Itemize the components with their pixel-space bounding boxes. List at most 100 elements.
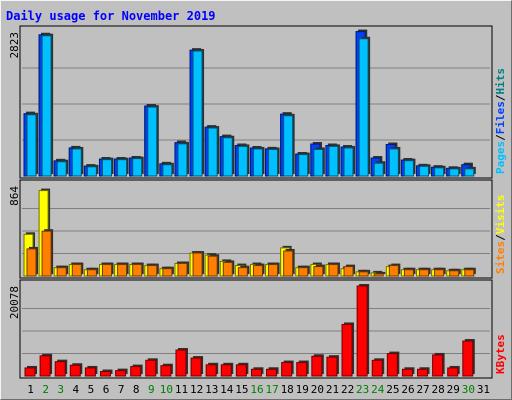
bar-pages: [222, 135, 235, 177]
bar-pages: [343, 145, 356, 177]
bar-kbytes: [447, 365, 460, 377]
bar-kbytes: [130, 364, 143, 377]
panels-layer: 2823Pages/Files/Hits864Sites/Visits20078…: [8, 25, 507, 379]
bar-sites: [373, 271, 386, 277]
panel-kbytes: 20078 KBytes: [8, 279, 507, 379]
bar-pages: [41, 33, 54, 177]
bar-kbytes: [145, 358, 158, 377]
bar-pages: [298, 152, 310, 177]
bar-sites: [26, 246, 38, 277]
bar-kbytes: [24, 365, 37, 377]
bar-sites: [343, 264, 356, 277]
bar-sites: [252, 263, 265, 277]
legend-entry: Pages: [494, 141, 507, 174]
bar-pages: [207, 126, 220, 177]
bar-kbytes: [250, 367, 264, 377]
bar-sites: [313, 264, 325, 277]
x-tick-label: 19: [296, 383, 309, 396]
bar-pages: [237, 144, 250, 177]
bar-kbytes: [371, 358, 385, 377]
bar-pages: [449, 166, 461, 177]
bar-pages: [177, 141, 189, 177]
bar-pages: [358, 36, 371, 177]
legend-entry: KBytes: [494, 334, 507, 374]
y-max-label: 864: [8, 186, 21, 206]
bar-kbytes: [432, 352, 445, 377]
bar-sites: [403, 267, 416, 277]
bar-kbytes: [69, 363, 83, 377]
bar-sites: [237, 265, 250, 277]
panel-border: [19, 179, 493, 279]
bar-sites: [222, 260, 235, 277]
bar-kbytes: [220, 362, 234, 377]
x-tick-label: 27: [416, 383, 429, 396]
bar-sites: [162, 266, 174, 277]
bar-pages: [419, 164, 431, 177]
bar-sites: [56, 265, 69, 277]
x-tick-label: 14: [220, 383, 234, 396]
bar-sites: [177, 261, 189, 277]
bar-sites: [101, 262, 114, 277]
bar-pages: [283, 113, 295, 177]
x-tick-label: 29: [447, 383, 460, 396]
x-tick-label: 21: [326, 383, 339, 396]
bar-kbytes: [205, 362, 219, 377]
bar-pages: [86, 164, 99, 177]
bar-sites: [388, 263, 401, 277]
bar-pages: [132, 156, 144, 177]
bar-kbytes: [115, 368, 128, 377]
x-tick-label: 6: [103, 383, 110, 396]
bar-sites: [71, 262, 84, 277]
bar-pages: [26, 112, 38, 177]
legend-separator: /: [494, 94, 507, 101]
legend-entry: Hits: [494, 68, 507, 95]
x-tick-label: 7: [118, 383, 125, 396]
x-tick-label: 15: [235, 383, 248, 396]
legend-entry: Sites: [494, 241, 507, 274]
x-tick-label: 24: [371, 383, 385, 396]
bar-pages: [117, 157, 129, 177]
bar-pages: [388, 146, 401, 177]
x-tick-label: 4: [73, 383, 80, 396]
x-tick-label: 20: [311, 383, 324, 396]
x-tick-label: 30: [462, 383, 475, 396]
bar-sites: [207, 254, 220, 277]
bar-pages: [268, 147, 280, 177]
bar-kbytes: [462, 339, 475, 377]
bar-pages: [252, 146, 265, 177]
x-tick-label: 18: [281, 383, 294, 396]
bar-sites: [328, 262, 340, 277]
legend-entry: Files: [494, 101, 507, 134]
x-tick-label: 25: [386, 383, 399, 396]
x-tick-label: 8: [133, 383, 140, 396]
chart-title: Daily usage for November 2019: [6, 9, 216, 23]
bar-pages: [71, 146, 84, 177]
x-tick-label: 12: [190, 383, 203, 396]
x-tick-label: 13: [205, 383, 218, 396]
panel-border: [19, 279, 493, 379]
bar-pages: [192, 49, 205, 177]
legend: Pages/Files/Hits: [494, 68, 507, 174]
bar-pages: [434, 165, 446, 177]
y-max-label: 2823: [8, 32, 21, 59]
x-axis: 1 2 3 4 5 6 7 8 9 10 11 12 13 14 15 16 17 18 19 20 21 22 23 24 2…: [27, 383, 490, 396]
bar-kbytes: [401, 367, 415, 377]
bar-kbytes: [160, 363, 173, 377]
bar-pages: [464, 166, 476, 177]
x-tick-label: 1: [27, 383, 34, 396]
bar-kbytes: [296, 360, 309, 377]
bar-kbytes: [54, 359, 68, 377]
x-tick-label: 10: [160, 383, 173, 396]
x-tick-label: 11: [175, 383, 188, 396]
bar-pages: [147, 105, 159, 177]
bar-kbytes: [281, 360, 294, 377]
bar-pages: [101, 157, 114, 177]
x-tick-label: 9: [148, 383, 155, 396]
bar-kbytes: [326, 355, 339, 377]
x-tick-label: 2: [42, 383, 49, 396]
bar-sites: [298, 265, 310, 277]
x-tick-label: 3: [57, 383, 64, 396]
bar-sites: [86, 267, 99, 277]
bar-sites: [147, 263, 159, 277]
x-tick-label: 5: [88, 383, 95, 396]
